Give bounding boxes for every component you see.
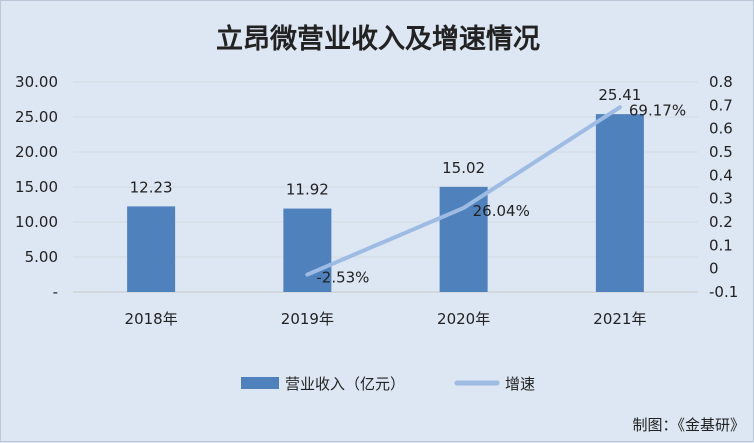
- left-tick-label: 15.00: [15, 178, 58, 196]
- line-value-label: -2.53%: [316, 269, 369, 287]
- right-axis-ticks: -0.1 0 0.1 0.2 0.3 0.4 0.5 0.6 0.7 0.8: [709, 73, 738, 301]
- right-tick-label: 0.6: [709, 120, 733, 138]
- x-tick-label: 2018年: [125, 310, 178, 328]
- bar-value-label: 11.92: [286, 181, 329, 199]
- bar-value-label: 12.23: [130, 178, 173, 196]
- footer-credit: 制图：《金基研》: [632, 416, 745, 434]
- left-tick-label: 20.00: [15, 143, 58, 161]
- right-tick-label: 0.8: [709, 73, 733, 91]
- left-tick-label: 25.00: [15, 108, 58, 126]
- x-tick-label: 2019年: [281, 310, 334, 328]
- legend-label-line: 增速: [505, 375, 535, 393]
- left-tick-label: 10.00: [15, 213, 58, 231]
- bar-value-label: 15.02: [442, 159, 485, 177]
- legend-swatch-bar: [241, 377, 279, 389]
- right-tick-label: -0.1: [709, 283, 738, 301]
- right-tick-label: 0.3: [709, 190, 733, 208]
- line-value-label: 69.17%: [629, 101, 686, 119]
- right-tick-label: 0.1: [709, 236, 733, 254]
- bar: [127, 206, 175, 292]
- left-tick-label: 30.00: [15, 73, 58, 91]
- right-tick-label: 0: [709, 260, 719, 278]
- legend-label-bar: 营业收入（亿元）: [285, 375, 405, 393]
- left-axis-ticks: - 5.00 10.00 15.00 20.00 25.00 30.00: [15, 73, 58, 301]
- bar: [596, 114, 644, 292]
- x-tick-label: 2021年: [593, 310, 646, 328]
- legend: 营业收入（亿元） 增速: [241, 375, 535, 393]
- left-tick-label: -: [53, 283, 58, 301]
- right-tick-label: 0.7: [709, 96, 733, 114]
- x-tick-label: 2020年: [437, 310, 490, 328]
- right-tick-label: 0.4: [709, 166, 733, 184]
- line-value-label: 26.04%: [473, 202, 530, 220]
- chart-title: 立昂微营业收入及增速情况: [216, 23, 540, 55]
- right-tick-label: 0.5: [709, 143, 733, 161]
- x-axis-ticks: 2018年 2019年 2020年 2021年: [125, 310, 647, 328]
- left-tick-label: 5.00: [25, 248, 58, 266]
- right-tick-label: 0.2: [709, 213, 733, 231]
